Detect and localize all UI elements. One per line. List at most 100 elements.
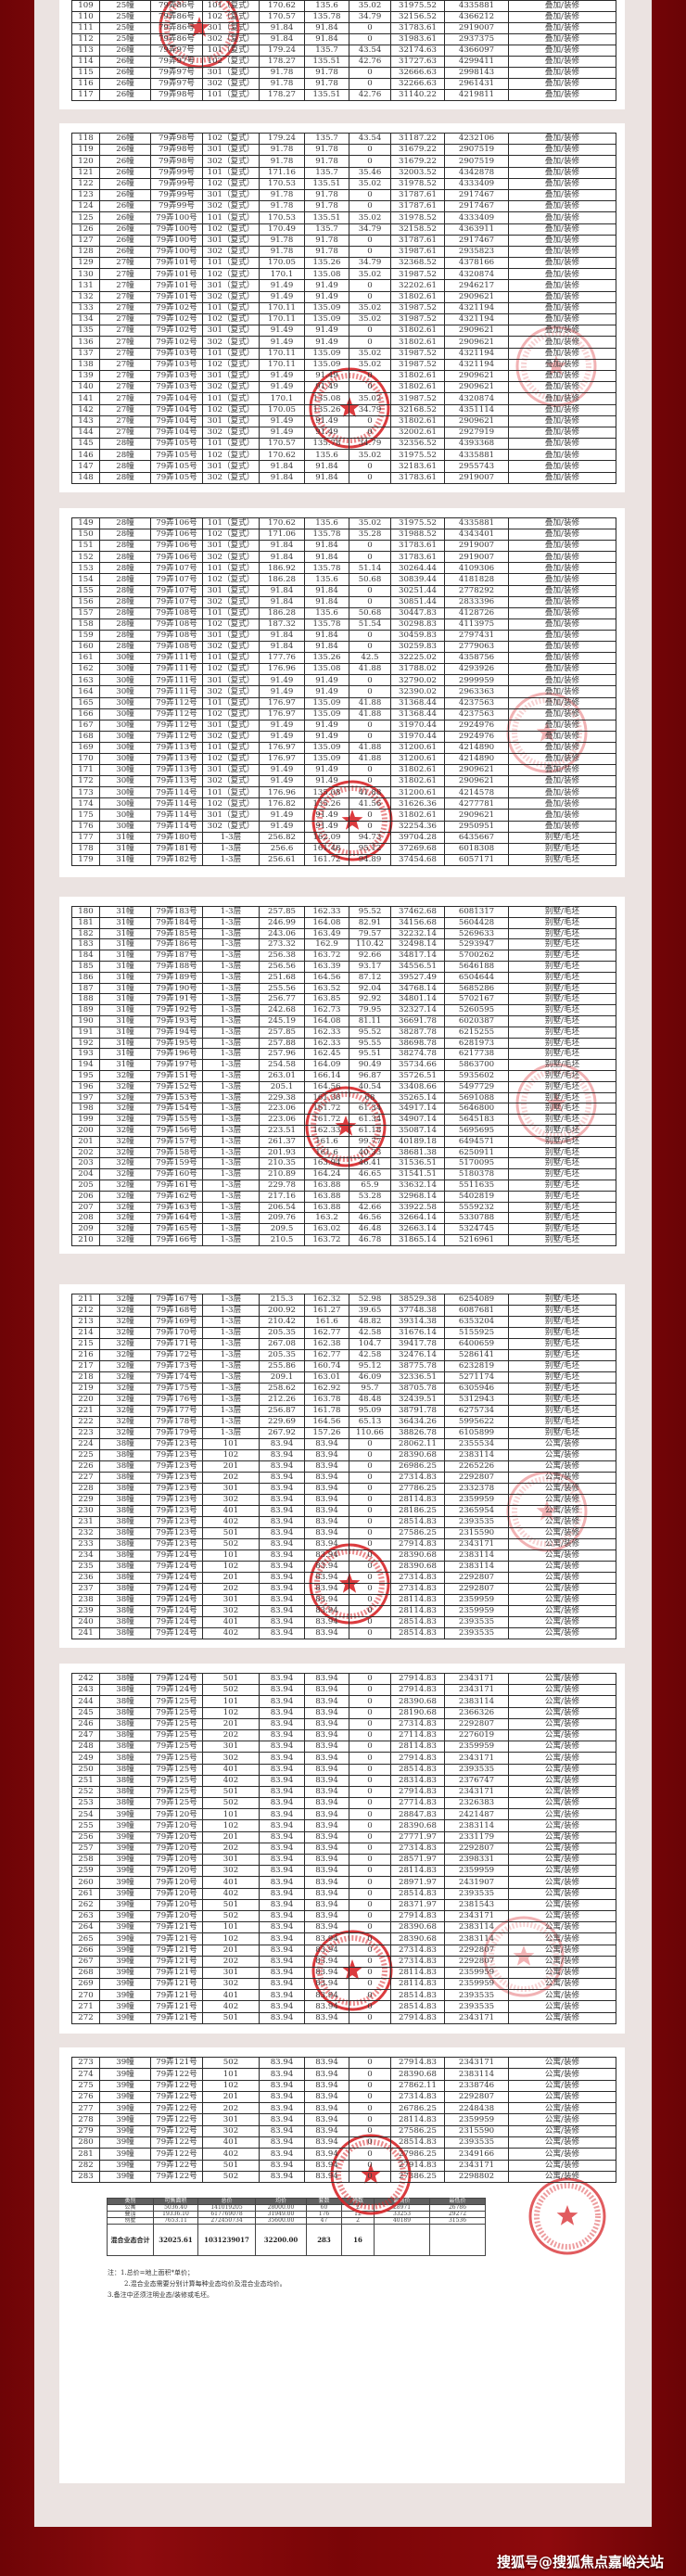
unit-cell: 1-3层 — [202, 1037, 260, 1050]
remark-cell: 别墅/毛坯 — [508, 1103, 616, 1116]
remark-cell: 别墅/毛坯 — [508, 1124, 616, 1137]
total-price-cell: 5685286 — [444, 982, 509, 995]
building-cell: 27幢 — [99, 336, 151, 349]
unit-cell: 201 — [202, 1830, 260, 1843]
table-row: 189 31幢 79弄192号 1-3层 242.68 162.73 79.95 32327.… — [71, 1004, 616, 1016]
below-ground-area-cell: 95.12 — [349, 1360, 391, 1372]
remark-cell: 别墅/毛坯 — [508, 982, 616, 995]
above-ground-area-cell: 83.94 — [304, 1538, 349, 1550]
remark-cell: 别墅/毛坯 — [508, 1190, 616, 1203]
table-row: 112 25幢 79弄86号 302（复式） 91.84 91.84 0 31983.61 29… — [71, 33, 616, 45]
address-cell: 79弄99号 — [150, 166, 203, 179]
table-row: 276 39幢 79弄122号 201 83.94 83.94 0 27314.83 22928… — [71, 2090, 616, 2104]
building-cell: 31幢 — [99, 950, 151, 962]
table-row: 256 39幢 79弄120号 201 83.94 83.94 0 27771.97 23311… — [71, 1830, 616, 1843]
total-area-cell: 178.27 — [259, 56, 305, 68]
table-row: 135 27幢 79弄102号 301（复式） 91.49 91.49 0 31802.61 2… — [71, 325, 616, 338]
table-row: 234 38幢 79弄124号 101 83.94 83.94 0 28390.68 23831… — [71, 1549, 616, 1562]
unit-cell: 1-3层 — [202, 1394, 260, 1406]
total-area-cell: 83.94 — [259, 1616, 305, 1628]
building-cell: 27幢 — [99, 392, 151, 405]
building-cell: 30幢 — [99, 775, 151, 788]
above-ground-area-cell: 91.84 — [304, 595, 349, 608]
unit-cell: 401 — [202, 1989, 260, 2002]
total-price-cell: 2909621 — [444, 764, 509, 777]
total-area-cell: 83.94 — [259, 1594, 305, 1606]
unit-cell: 302（复式） — [202, 245, 260, 259]
total-area-cell: 83.94 — [259, 1830, 305, 1843]
table-row: 143 27幢 79弄104号 301（复式） 91.49 91.49 0 31802.61 2… — [71, 414, 616, 427]
total-price-cell: 2935823 — [444, 245, 509, 259]
above-ground-area-cell: 91.49 — [304, 809, 349, 822]
unit-price-cell: 27914.83 — [390, 2056, 445, 2070]
row-number-cell: 115 — [71, 67, 100, 79]
remark-cell: 叠加/装修 — [508, 279, 616, 292]
below-ground-area-cell: 48.82 — [349, 1316, 391, 1328]
remark-cell: 叠加/装修 — [508, 708, 616, 721]
table-row: 178 31幢 79弄181号 1-3层 256.6 161.48 95.12 37269.6… — [71, 842, 616, 855]
address-cell: 79弄184号 — [150, 916, 203, 929]
unit-cell: 402 — [202, 2000, 260, 2013]
building-cell: 27幢 — [99, 279, 151, 292]
address-cell: 79弄98号 — [150, 144, 203, 157]
total-area-cell: 209.5 — [259, 1223, 305, 1235]
address-cell: 79弄121号 — [150, 1955, 203, 1968]
row-number-cell: 188 — [71, 993, 100, 1006]
above-ground-area-cell: 91.78 — [304, 200, 349, 213]
total-area-cell: 170.11 — [259, 358, 305, 371]
unit-price-cell: 31802.61 — [390, 336, 445, 349]
table-row: 175 30幢 79弄114号 301（复式） 91.49 91.49 0 31802.61 2… — [71, 809, 616, 822]
table-row: 258 39幢 79弄120号 301 83.94 83.94 0 28571.97 23983… — [71, 1853, 616, 1867]
summary-row: 别墅 7653.11 272450734 35600.00 47 2 40189 31536 — [107, 2217, 486, 2225]
unit-cell: 302（复式） — [202, 471, 260, 484]
unit-price-cell: 27914.83 — [390, 1909, 445, 1923]
remark-cell: 公寓/装修 — [508, 1741, 616, 1753]
address-cell: 79弄99号 — [150, 188, 203, 202]
unit-price-cell: 32266.63 — [390, 78, 445, 90]
total-price-cell: 4321194 — [444, 312, 509, 326]
total-price-cell: 2343171 — [444, 1909, 509, 1923]
remark-cell: 叠加/装修 — [508, 449, 616, 462]
remark-cell: 别墅/毛坯 — [508, 1383, 616, 1395]
table-row: 208 32幢 79弄164号 1-3层 209.76 163.2 46.56 32664.1… — [71, 1212, 616, 1225]
unit-cell: 102 — [202, 1561, 260, 1573]
total-price-cell: 5216961 — [444, 1233, 509, 1246]
address-cell: 79弄123号 — [150, 1438, 203, 1450]
below-ground-area-cell: 0 — [349, 584, 391, 597]
building-cell: 30幢 — [99, 786, 151, 799]
address-cell: 79弄121号 — [150, 2011, 203, 2024]
total-price-cell: 6057171 — [444, 853, 509, 866]
price-table: 242 38幢 79弄124号 501 83.94 83.94 0 27914.83 23431… — [71, 1672, 616, 2024]
table-row: 233 38幢 79弄123号 502 83.94 83.94 0 27914.83 23431… — [71, 1538, 616, 1550]
above-ground-area-cell: 163.72 — [304, 950, 349, 962]
remark-cell: 别墅/毛坯 — [508, 1114, 616, 1126]
above-ground-area-cell: 162.73 — [304, 1004, 349, 1016]
table-row: 200 32幢 79弄156号 1-3层 223.51 162.33 61.18 35087.… — [71, 1124, 616, 1137]
total-area-cell: 170.11 — [259, 301, 305, 315]
summary-cell — [374, 2224, 430, 2256]
total-price-cell: 4214578 — [444, 786, 509, 799]
above-ground-area-cell: 135.7 — [304, 166, 349, 179]
total-price-cell: 2365954 — [444, 1505, 509, 1517]
unit-price-cell: 38274.78 — [390, 1048, 445, 1061]
below-ground-area-cell: 61.34 — [349, 1114, 391, 1126]
unit-price-cell: 28390.68 — [390, 1819, 445, 1832]
remark-cell: 公寓/装修 — [508, 2102, 616, 2115]
above-ground-area-cell: 83.94 — [304, 1752, 349, 1765]
remark-cell: 叠加/装修 — [508, 584, 616, 597]
below-ground-area-cell: 35.02 — [349, 211, 391, 224]
below-ground-area-cell: 0 — [349, 245, 391, 259]
building-cell: 26幢 — [99, 155, 151, 168]
address-cell: 79弄125号 — [150, 1797, 203, 1810]
above-ground-area-cell: 83.94 — [304, 2000, 349, 2013]
row-number-cell: 189 — [71, 1004, 100, 1016]
total-price-cell: 6081317 — [444, 906, 509, 918]
total-price-cell: 2924976 — [444, 730, 509, 743]
table-row: 262 39幢 79弄120号 501 83.94 83.94 0 28371.97 23815… — [71, 1898, 616, 1911]
remark-cell: 别墅/毛坯 — [508, 1201, 616, 1214]
unit-price-cell: 31140.22 — [390, 89, 445, 101]
building-cell: 31幢 — [99, 1014, 151, 1027]
total-price-cell: 5695695 — [444, 1124, 509, 1137]
unit-cell: 402 — [202, 2148, 260, 2161]
building-cell: 28幢 — [99, 460, 151, 473]
